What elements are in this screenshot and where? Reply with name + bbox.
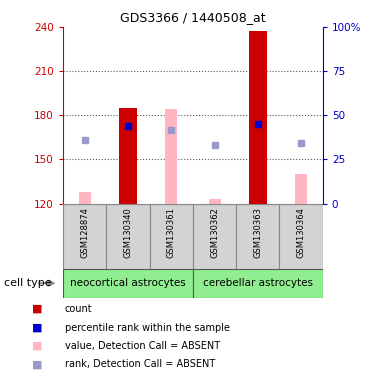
Text: GSM130340: GSM130340: [124, 207, 132, 258]
Text: value, Detection Call = ABSENT: value, Detection Call = ABSENT: [65, 341, 220, 351]
Bar: [193, 204, 236, 269]
Text: GSM128874: GSM128874: [80, 207, 89, 258]
Text: neocortical astrocytes: neocortical astrocytes: [70, 278, 186, 288]
Bar: [165, 109, 177, 204]
Text: GSM130364: GSM130364: [297, 207, 306, 258]
Text: ■: ■: [32, 341, 42, 351]
Bar: [63, 269, 193, 298]
Text: percentile rank within the sample: percentile rank within the sample: [65, 323, 230, 333]
Text: cell type: cell type: [4, 278, 51, 288]
Text: ■: ■: [32, 304, 42, 314]
Text: ■: ■: [32, 323, 42, 333]
Text: ■: ■: [32, 359, 42, 369]
Bar: [106, 204, 150, 269]
Text: count: count: [65, 304, 92, 314]
Title: GDS3366 / 1440508_at: GDS3366 / 1440508_at: [120, 11, 266, 24]
Text: GSM130363: GSM130363: [253, 207, 262, 258]
Text: GSM130361: GSM130361: [167, 207, 176, 258]
Bar: [63, 204, 106, 269]
Bar: [119, 108, 137, 204]
Bar: [236, 204, 279, 269]
Bar: [279, 204, 323, 269]
Text: cerebellar astrocytes: cerebellar astrocytes: [203, 278, 313, 288]
Bar: [193, 269, 323, 298]
Text: GSM130362: GSM130362: [210, 207, 219, 258]
Bar: [150, 204, 193, 269]
Bar: [295, 174, 307, 204]
Text: rank, Detection Call = ABSENT: rank, Detection Call = ABSENT: [65, 359, 215, 369]
Bar: [249, 31, 266, 204]
Bar: [79, 192, 91, 204]
Bar: [209, 199, 221, 204]
